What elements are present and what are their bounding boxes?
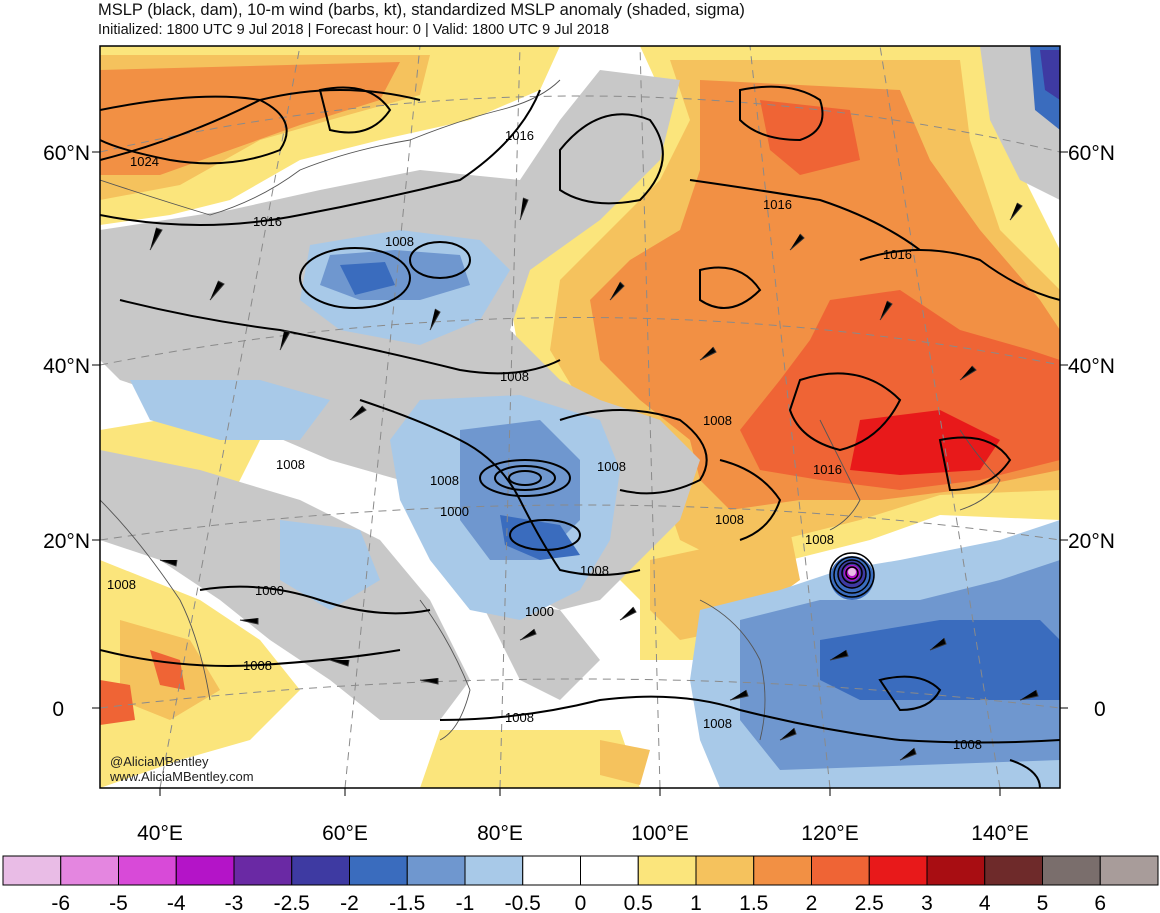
colorbar-swatch	[695, 855, 755, 886]
contour-label: 1008	[597, 459, 626, 474]
typhoon-contours	[829, 552, 875, 598]
contour-label: 1016	[763, 197, 792, 212]
graticule	[100, 46, 1060, 788]
map-frame	[99, 45, 1061, 789]
contour-label: 1016	[883, 247, 912, 262]
lat-label-right-0: 0	[1094, 698, 1106, 721]
contour-label: 1008	[715, 512, 744, 527]
colorbar-tick-label: -5	[109, 892, 128, 913]
contour-label: 1008	[500, 369, 529, 384]
lon-label-80e: 80°E	[477, 822, 523, 845]
colorbar-tick-label: 5	[1037, 892, 1049, 913]
colorbar-swatch	[522, 855, 581, 886]
contour-label: 1008	[243, 658, 272, 673]
contour-labels: 1024 1016 1016 1008 1016 1016 1008 1008 …	[107, 128, 982, 752]
contour-label: 1008	[703, 413, 732, 428]
colorbar-tick-label: 3	[921, 892, 933, 913]
colorbar-swatch	[1099, 855, 1159, 886]
colorbar-tick-label: -1.5	[389, 892, 425, 913]
colorbar-tick-label: 1	[690, 892, 702, 913]
lat-label-right-20n: 20°N	[1068, 530, 1115, 553]
colorbar-swatch	[291, 855, 350, 886]
colorbar-tick-label: 1.5	[739, 892, 768, 913]
colorbar-tick-label: -6	[51, 892, 70, 913]
contour-label: 1008	[430, 473, 459, 488]
colorbar-swatch	[2, 855, 62, 886]
contour-label: 1008	[703, 716, 732, 731]
colorbar-swatch	[637, 855, 697, 886]
colorbar-labels: -6 -5 -4 -3 -2.5 -2 -1.5 -1 -0.5 0 0.5 1 1.5 2 2.5 3 4 5 6	[51, 892, 1106, 913]
colorbar-swatch	[464, 855, 524, 886]
lat-label-right-40n: 40°N	[1068, 355, 1115, 378]
colorbar-swatch	[60, 855, 119, 886]
lon-label-60e: 60°E	[322, 822, 368, 845]
colorbar-swatch	[406, 855, 466, 886]
colorbar-swatch	[868, 855, 928, 886]
contour-label: 1008	[505, 710, 534, 725]
contour-label: 1008	[580, 563, 609, 578]
colorbar-swatch	[118, 855, 177, 886]
colorbar-swatch	[580, 855, 639, 886]
contour-label: 1008	[107, 577, 136, 592]
contour-label: 1024	[130, 154, 159, 169]
colorbar-tick-label: -0.5	[505, 892, 541, 913]
map-title: MSLP (black, dam), 10-m wind (barbs, kt)…	[98, 1, 745, 19]
lat-label-left-20n: 20°N	[43, 530, 90, 553]
colorbar-tick-label: 0	[575, 892, 587, 913]
contour-label: 1008	[276, 457, 305, 472]
lat-label-left-40n: 40°N	[43, 355, 90, 378]
map-panel	[100, 46, 1060, 788]
tick-marks	[92, 151, 1068, 796]
latitude-labels: 60°N 40°N 20°N 0 60°N 40°N 20°N 0	[43, 142, 1115, 721]
lat-label-left-60n: 60°N	[43, 142, 90, 165]
colorbar-swatch	[175, 855, 235, 886]
colorbar-tick-label: 2	[806, 892, 818, 913]
colorbar-tick-label: 0.5	[624, 892, 653, 913]
colorbar-tick-label: 2.5	[855, 892, 884, 913]
colorbar-swatch	[349, 855, 408, 886]
colorbar-swatch	[233, 855, 293, 886]
colorbar-tick-label: -4	[167, 892, 186, 913]
credit-handle: @AliciaMBentley	[110, 754, 209, 769]
contour-label: 1008	[953, 737, 982, 752]
contour-label: 1000	[525, 604, 554, 619]
colorbar-swatch	[984, 855, 1043, 886]
colorbar-swatch	[926, 855, 986, 886]
contour-label: 1016	[813, 462, 842, 477]
contour-label: 1008	[385, 234, 414, 249]
contour-label: 1008	[805, 532, 834, 547]
lat-label-left-0: 0	[52, 698, 64, 721]
colorbar-swatch	[811, 855, 870, 886]
colorbar-swatch	[1042, 855, 1101, 886]
lon-label-40e: 40°E	[137, 822, 183, 845]
credit-website: www.AliciaMBentley.com	[109, 769, 254, 784]
colorbar-swatch	[753, 855, 812, 886]
contour-label: 1016	[253, 214, 282, 229]
anomaly-fill-positive	[100, 46, 1060, 788]
colorbar-tick-label: -2	[340, 892, 359, 913]
lon-label-120e: 120°E	[801, 822, 858, 845]
colorbar-tick-label: -3	[225, 892, 244, 913]
colorbar-tick-label: -2.5	[274, 892, 310, 913]
wind-barbs	[149, 197, 1039, 761]
colorbar	[2, 855, 1159, 886]
longitude-labels: 40°E 60°E 80°E 100°E 120°E 140°E	[137, 822, 1029, 845]
lon-label-100e: 100°E	[631, 822, 688, 845]
contour-label: 1016	[505, 128, 534, 143]
colorbar-tick-label: 4	[979, 892, 991, 913]
map-subtitle: Initialized: 1800 UTC 9 Jul 2018 | Forec…	[98, 22, 610, 38]
lat-label-right-60n: 60°N	[1068, 142, 1115, 165]
colorbar-tick-label: -1	[456, 892, 475, 913]
colorbar-tick-label: 6	[1094, 892, 1106, 913]
contour-label: 1000	[440, 504, 469, 519]
contour-label: 1000	[255, 583, 284, 598]
mslp-contours	[100, 85, 1060, 788]
lon-label-140e: 140°E	[971, 822, 1028, 845]
